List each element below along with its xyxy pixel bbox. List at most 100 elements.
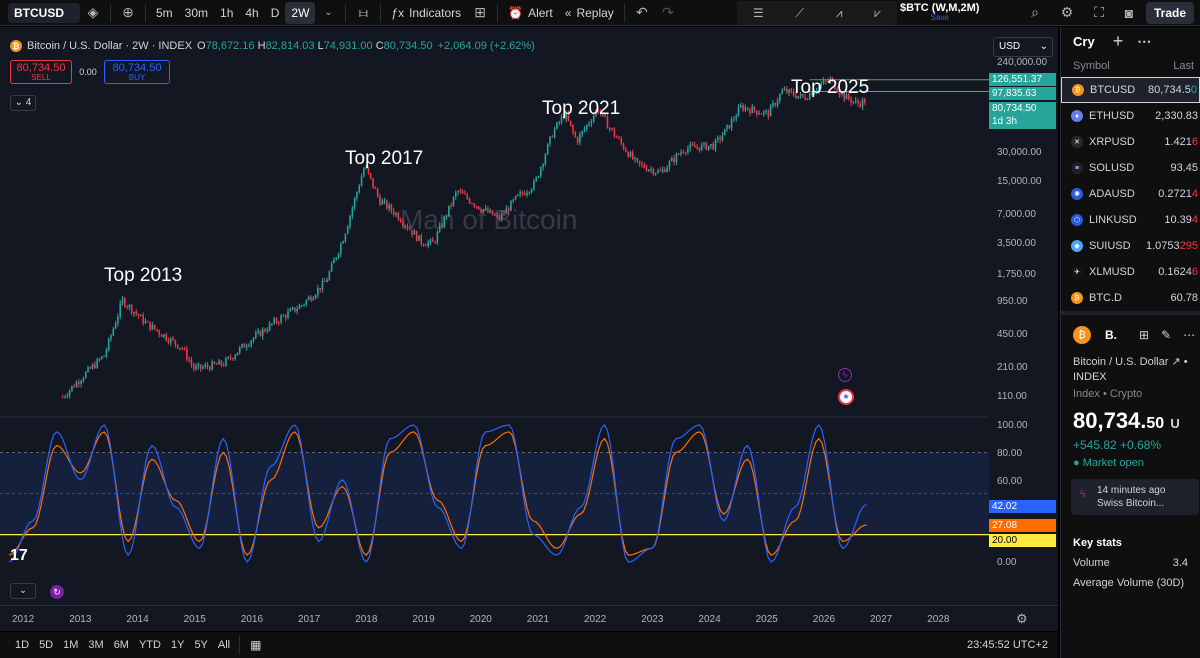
interval-4h[interactable]: 4h (245, 5, 259, 20)
clock[interactable]: 23:45:52 UTC+2 (966, 639, 1048, 651)
watchlist-row[interactable]: ✈ XLMUSD 0.16246 (1061, 259, 1200, 285)
trade-button[interactable]: Trade (1145, 2, 1194, 24)
elliott-icon[interactable]: ⩘ (835, 5, 843, 20)
details-full-name[interactable]: Bitcoin / U.S. Dollar (1073, 356, 1169, 368)
last-value: 93.45 (1170, 162, 1198, 174)
sell-button[interactable]: 80,734.50 SELL (10, 60, 72, 84)
compare-symbol[interactable]: $BTC (W,M,2M) Save (900, 0, 979, 26)
camera-icon[interactable]: ◙ (1124, 4, 1134, 21)
fullscreen-icon[interactable]: ⛶ (1094, 4, 1104, 20)
watchlist-row[interactable]: ₿ BTCUSD 80,734.50 (1061, 77, 1200, 103)
settings-icon[interactable]: ⚙ (1060, 4, 1074, 20)
candle-body (549, 136, 551, 144)
candle-body (466, 194, 469, 199)
range-1y[interactable]: 1Y (170, 639, 185, 651)
coin-icon: ≡ (1071, 162, 1083, 174)
indicators-button[interactable]: ƒx Indicators (385, 0, 467, 26)
redo-icon[interactable]: ↷ (661, 4, 674, 20)
candle-body (710, 144, 712, 146)
watchlist-row[interactable]: ≡ SOLUSD 93.45 (1061, 155, 1200, 181)
add-symbol-icon[interactable]: ⊕ (122, 4, 134, 20)
stat-volume-value: 3.4 (1172, 557, 1188, 569)
divider (110, 3, 111, 22)
more-icon[interactable]: ⋯ (1183, 328, 1196, 342)
column-symbol[interactable]: Symbol (1073, 60, 1110, 72)
watchlist-row[interactable]: ♦ ETHUSD 2,330.83 (1061, 103, 1200, 129)
more-icon[interactable]: ⋯ (1137, 32, 1152, 49)
range-ytd[interactable]: YTD (138, 639, 161, 651)
pane-collapse-button[interactable]: ⌄ (10, 583, 36, 599)
save-link[interactable]: Save (930, 13, 949, 22)
candle-body (611, 128, 613, 130)
candle-body (510, 200, 512, 211)
diamond-icon[interactable]: ◈ (87, 4, 99, 20)
buy-button[interactable]: 80,734.50 BUY (104, 60, 170, 84)
symbol-search[interactable]: BTCUSD (8, 2, 80, 23)
range-5y[interactable]: 5Y (194, 639, 208, 651)
price-axis[interactable]: 240,000.00 126,551.37 97,835.63 80,734.5… (989, 27, 1058, 631)
watchlist-row[interactable]: ✺ ADAUSD 0.27214 (1061, 181, 1200, 207)
interval-2w[interactable]: 2W (285, 1, 316, 24)
range-1d[interactable]: 1D (15, 639, 30, 651)
candle-body (576, 137, 579, 143)
candle-body (121, 298, 124, 304)
replay-button[interactable]: « Replay (559, 0, 620, 26)
external-link-icon[interactable]: ↗ (1171, 356, 1181, 368)
watchlist-row[interactable]: ₿ BTC.D 60.78 (1061, 285, 1200, 311)
indicators-collapse-toggle[interactable]: ⌄ 4 (10, 95, 36, 111)
candle-body (707, 145, 710, 150)
candle-body (795, 95, 797, 99)
chevron-down-icon[interactable]: ⌄ (324, 7, 333, 18)
alert-button[interactable]: ⏰ Alert (502, 0, 559, 26)
candle-body (523, 193, 526, 195)
time-label: 2023 (641, 614, 664, 625)
candle-body (392, 210, 395, 215)
news-item[interactable]: ϟ 14 minutes ago Swiss Bitcoin... (1071, 479, 1199, 515)
watchlist-row[interactable]: ◆ SUIUSD 1.0753295 (1061, 233, 1200, 259)
range-3m[interactable]: 3M (88, 639, 104, 651)
time-axis[interactable]: 2012 2013 2014 2015 2016 2017 2018 2019 2020 2021… (0, 605, 1058, 631)
compare-symbol-label: $BTC (W,M,2M) (900, 2, 980, 14)
range-all[interactable]: All (217, 639, 231, 651)
us-flag-event-icon[interactable]: ★ (838, 389, 854, 405)
candle-body (149, 321, 151, 330)
undo-icon[interactable]: ↶ (635, 4, 648, 20)
candle-body (195, 366, 197, 369)
abc-icon[interactable]: ⩗ (874, 5, 882, 20)
fib-icon[interactable]: ☰ (752, 6, 764, 20)
watchlist-symbol: BTC.D (1089, 292, 1122, 304)
add-icon[interactable]: + (1112, 30, 1124, 51)
layouts-icon[interactable]: ⊞ (474, 4, 486, 20)
path-icon[interactable]: ⟋ (795, 5, 804, 20)
time-label: 2012 (12, 614, 35, 625)
calendar-icon[interactable]: ▦ (250, 638, 262, 652)
candle-body (703, 142, 705, 145)
price-label: 110.00 (997, 391, 1027, 402)
settings-icon[interactable]: ⚙ (1016, 611, 1028, 626)
interval-5m[interactable]: 5m (156, 5, 173, 20)
interval-1h[interactable]: 1h (220, 5, 234, 20)
pencil-icon[interactable]: ✎ (1161, 328, 1172, 342)
watchlist-row[interactable]: ⬡ LINKUSD 10.394 (1061, 207, 1200, 233)
candle-body (682, 152, 685, 154)
grid-icon[interactable]: ⊞ (1139, 328, 1150, 342)
reset-chart-icon[interactable]: ↻ (50, 585, 64, 599)
watchlist-row[interactable]: ✕ XRPUSD 1.4216 (1061, 129, 1200, 155)
range-5d[interactable]: 5D (39, 639, 54, 651)
details-symbol[interactable]: B. (1105, 328, 1117, 342)
buy-price: 80,734.50 (112, 62, 162, 74)
range-1m[interactable]: 1M (63, 639, 79, 651)
chart-pane[interactable]: ₿ Bitcoin / U.S. Dollar · 2W · INDEX O78… (0, 27, 1058, 631)
candle-body (838, 92, 841, 95)
lightning-event-icon[interactable]: ϟ (838, 368, 852, 382)
range-6m[interactable]: 6M (113, 639, 129, 651)
watchlist-title[interactable]: Cry (1073, 33, 1095, 49)
currency-select[interactable]: USD ⌄ (993, 37, 1053, 57)
interval-d[interactable]: D (270, 5, 280, 20)
candles-icon[interactable]: ⧦ (359, 4, 368, 20)
interval-30m[interactable]: 30m (184, 5, 209, 20)
search-icon[interactable]: ⌕ (1031, 4, 1039, 20)
sell-label: SELL (31, 73, 51, 82)
symbol-label: BTCUSD (14, 5, 64, 20)
column-last[interactable]: Last (1173, 60, 1194, 72)
